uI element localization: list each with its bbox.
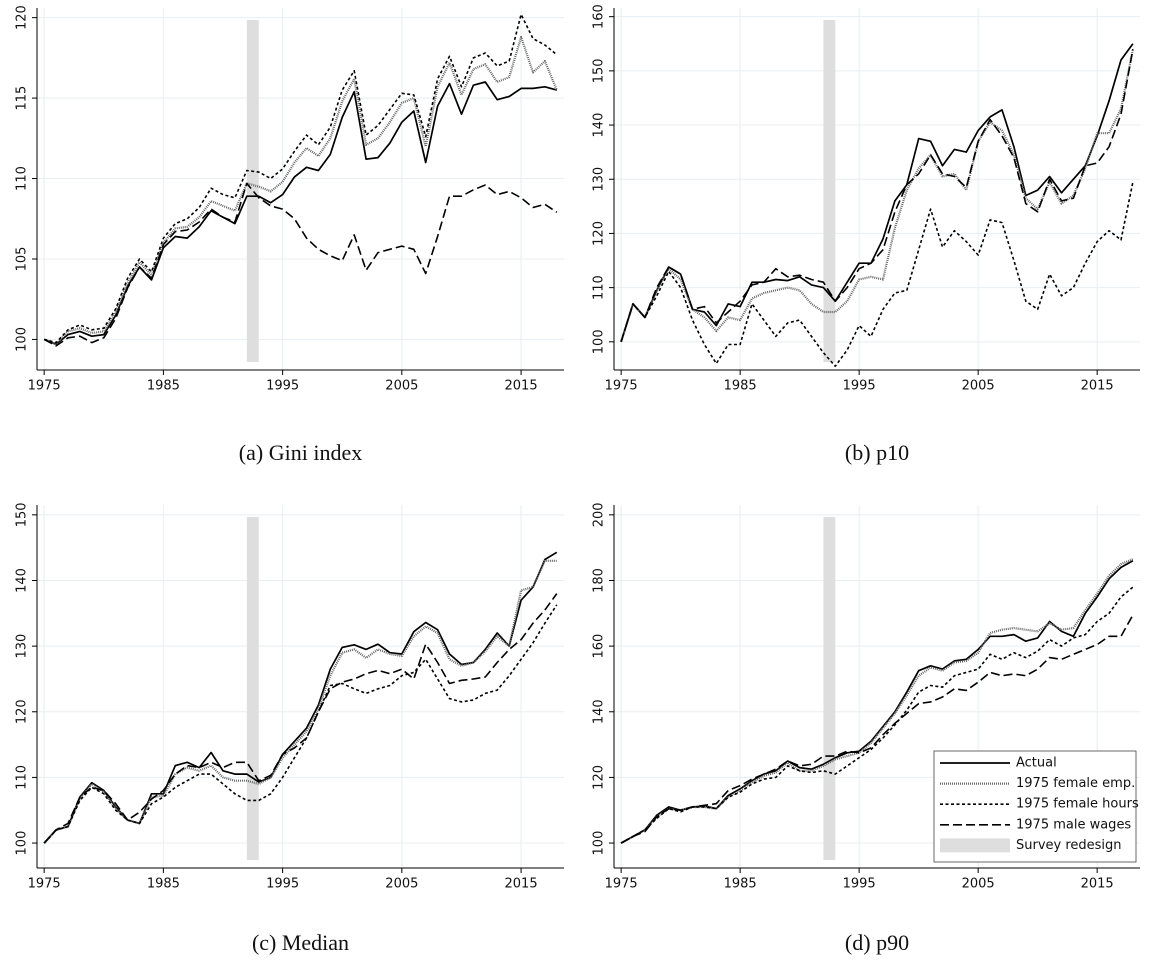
- y-tick-label: 140: [592, 699, 607, 724]
- y-tick-label: 120: [592, 765, 607, 790]
- x-tick-label: 1995: [843, 379, 876, 394]
- shade-band: [823, 517, 836, 860]
- series-line: [620, 49, 1134, 343]
- legend-label: 1975 male wages: [1016, 817, 1131, 832]
- y-tick-label: 140: [592, 113, 607, 138]
- panel-caption: (d) p90: [845, 930, 909, 955]
- x-tick-label: 1985: [147, 877, 180, 892]
- series-line: [43, 13, 558, 344]
- y-tick-label: 160: [592, 634, 607, 659]
- x-tick-label: 2015: [505, 877, 538, 892]
- x-tick-label: 1995: [843, 877, 876, 892]
- y-tick-label: 150: [15, 502, 30, 527]
- series-line: [43, 559, 557, 844]
- y-tick-label: 150: [592, 58, 607, 83]
- series-line: [43, 593, 558, 844]
- series-line: [620, 43, 1134, 343]
- panel-caption: (c) Median: [252, 930, 349, 955]
- y-tick-label: 120: [15, 699, 30, 724]
- y-tick-label: 110: [15, 166, 30, 191]
- x-tick-label: 1985: [724, 379, 757, 394]
- x-tick-label: 2005: [962, 379, 995, 394]
- x-tick-label: 1975: [605, 379, 638, 394]
- panel-caption: (a) Gini index: [239, 440, 362, 465]
- x-tick-label: 1975: [28, 379, 61, 394]
- shade-band: [823, 20, 836, 362]
- x-tick-label: 1985: [724, 877, 757, 892]
- series-line: [620, 181, 1134, 367]
- y-tick-label: 130: [15, 634, 30, 659]
- legend-label: Actual: [1016, 756, 1057, 771]
- x-tick-label: 2005: [385, 877, 418, 892]
- legend-label: 1975 female emp.: [1016, 776, 1135, 791]
- x-tick-label: 1995: [266, 379, 299, 394]
- series-line: [43, 81, 558, 346]
- series-line: [620, 48, 1134, 343]
- y-tick-label: 100: [15, 327, 30, 352]
- x-tick-label: 1975: [605, 877, 638, 892]
- series-line: [620, 586, 1134, 844]
- y-tick-label: 100: [592, 329, 607, 354]
- x-tick-label: 1975: [28, 877, 61, 892]
- y-tick-label: 100: [592, 831, 607, 856]
- y-tick-label: 200: [592, 502, 607, 527]
- y-tick-label: 120: [592, 221, 607, 246]
- x-tick-label: 2015: [1081, 877, 1114, 892]
- panel-caption: (b) p10: [845, 440, 909, 465]
- series-line: [43, 182, 558, 347]
- y-tick-label: 140: [15, 568, 30, 593]
- x-tick-label: 2005: [385, 379, 418, 394]
- y-tick-label: 100: [15, 831, 30, 856]
- y-tick-label: 160: [592, 4, 607, 29]
- x-tick-label: 1995: [266, 877, 299, 892]
- shade-band: [246, 20, 259, 362]
- y-tick-label: 110: [592, 275, 607, 300]
- series-line: [620, 558, 1134, 845]
- x-tick-label: 2015: [505, 379, 538, 394]
- x-tick-label: 2005: [962, 877, 995, 892]
- y-tick-label: 120: [15, 5, 30, 30]
- legend-label: Survey redesign: [1016, 838, 1122, 853]
- y-tick-label: 130: [592, 167, 607, 192]
- y-tick-label: 110: [15, 765, 30, 790]
- series-line: [43, 604, 558, 844]
- y-tick-label: 115: [15, 86, 30, 111]
- y-tick-label: 105: [15, 247, 30, 272]
- legend-swatch: [940, 838, 1010, 853]
- shade-band: [246, 517, 259, 860]
- series-line: [620, 614, 1134, 844]
- series-line: [43, 551, 558, 844]
- x-tick-label: 1985: [147, 379, 180, 394]
- legend-label: 1975 female hours: [1016, 797, 1139, 812]
- x-tick-label: 2015: [1081, 379, 1114, 394]
- y-tick-label: 180: [592, 568, 607, 593]
